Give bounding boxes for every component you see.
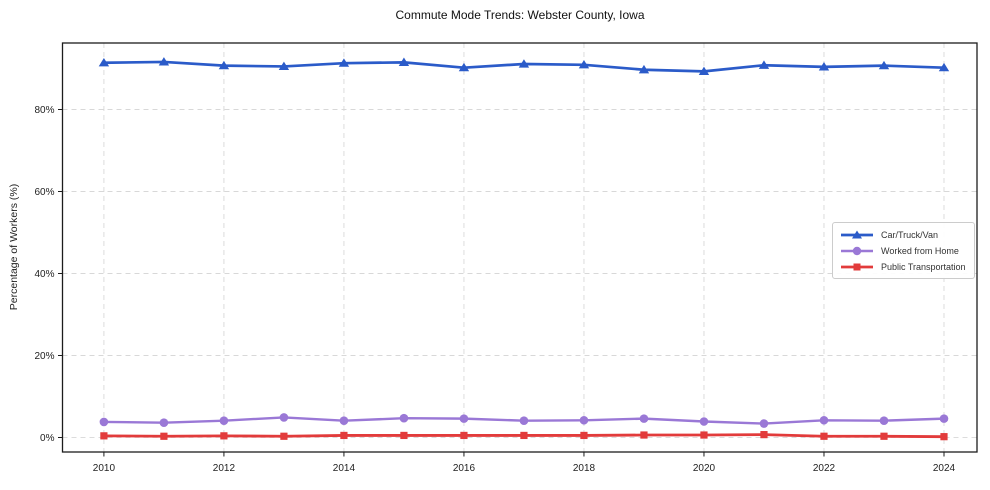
series-circle-marker (699, 417, 709, 426)
legend-swatch-square-icon (841, 263, 873, 271)
series-square-marker (760, 431, 768, 439)
series-circle-marker (879, 416, 889, 425)
y-tick-label: 40% (34, 269, 54, 280)
series-square-marker (340, 431, 348, 440)
y-tick-label: 60% (34, 187, 54, 198)
series-square-marker (220, 432, 228, 440)
series-triangle-marker (638, 64, 650, 74)
legend-swatch-circle-icon (841, 246, 873, 256)
series-circle-marker (819, 415, 829, 425)
legend-item: Worked from Home (840, 243, 968, 259)
y-tick-label: 20% (34, 351, 54, 362)
x-tick-label: 2014 (333, 463, 356, 474)
series-triangle-marker (758, 60, 770, 69)
series-square-marker (700, 431, 708, 439)
x-tick-label: 2020 (693, 463, 716, 474)
series-triangle-marker (818, 62, 830, 71)
series-square-marker (640, 431, 648, 439)
x-tick-label: 2024 (933, 463, 956, 474)
series-square-marker (520, 431, 528, 440)
y-tick-label: 0% (40, 433, 55, 444)
series-circle-marker (99, 417, 109, 427)
series-circle-marker (159, 418, 169, 428)
series-circle-marker (519, 416, 529, 425)
series-circle-marker (759, 419, 769, 428)
series-circle-marker (939, 414, 949, 423)
series-square-marker (100, 432, 108, 440)
series-square-marker (820, 432, 828, 440)
series-triangle-marker (98, 57, 110, 67)
series-square-marker (940, 433, 948, 441)
series-circle-marker (459, 414, 469, 423)
legend-swatch-triangle-icon (841, 230, 873, 239)
series-triangle-marker (158, 57, 170, 66)
x-tick-label: 2018 (573, 463, 596, 474)
chart-title: Commute Mode Trends: Webster County, Iow… (395, 8, 645, 22)
series-circle-marker (639, 414, 649, 423)
series-square-marker (580, 431, 588, 440)
series-circle-marker (399, 413, 409, 423)
series-square-marker (160, 432, 168, 440)
x-tick-label: 2022 (813, 463, 836, 474)
series-circle-marker (339, 416, 349, 425)
legend-label: Worked from Home (881, 246, 959, 256)
series-triangle-marker (278, 61, 290, 71)
series-triangle-marker (878, 60, 890, 70)
series-triangle-marker (698, 66, 710, 75)
series-triangle-marker (338, 58, 350, 67)
series-circle-marker (219, 416, 229, 425)
series-triangle-marker (578, 60, 590, 69)
x-tick-label: 2012 (213, 463, 236, 474)
x-tick-label: 2010 (93, 463, 116, 474)
series-triangle-marker (398, 57, 410, 66)
series-circle-marker (579, 415, 589, 425)
legend-label: Public Transportation (881, 262, 966, 272)
x-tick-label: 2016 (453, 463, 476, 474)
series-square-marker (880, 432, 888, 440)
legend-label: Car/Truck/Van (881, 230, 939, 240)
y-tick-label: 80% (34, 105, 54, 116)
legend: Car/Truck/Van Worked from Home Public Tran… (832, 222, 975, 279)
series-square-marker (400, 431, 408, 440)
series-circle-marker (279, 413, 289, 422)
axes-frame (61, 42, 978, 453)
series-square-marker (280, 432, 288, 440)
series-triangle-marker (218, 60, 230, 70)
series-triangle-marker (458, 62, 470, 72)
series-triangle-marker (518, 59, 530, 68)
legend-item: Car/Truck/Van (840, 227, 968, 243)
series-triangle-marker (938, 62, 950, 72)
legend-item: Public Transportation (840, 259, 968, 275)
series-square-marker (460, 431, 468, 440)
